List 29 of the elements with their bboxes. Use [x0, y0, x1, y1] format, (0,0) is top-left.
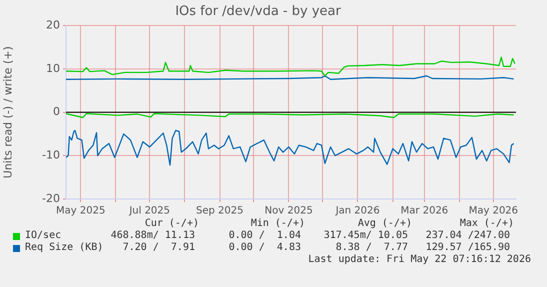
- chart-title: IOs for /dev/vda - by year: [175, 4, 342, 20]
- y-tick-label: 0: [53, 105, 60, 118]
- text: 237.04 /247.00: [426, 230, 510, 242]
- text: 468.88m/ 11.13: [110, 230, 195, 242]
- text: Cur (-/+): [144, 218, 199, 230]
- y-axis-title: Units read (-) / write (+): [1, 46, 14, 178]
- text: 0.00 / 4.83: [228, 242, 301, 254]
- x-tick-label: May 2026: [468, 206, 518, 217]
- x-tick-label: Mar 2026: [400, 206, 448, 217]
- text: 129.57 /165.90: [426, 242, 510, 254]
- legend-label: IO/sec: [25, 230, 62, 242]
- x-tick-label: Sep 2025: [196, 206, 244, 217]
- text: Last update: Fri May 22 07:16:12 2026: [308, 254, 531, 266]
- text: Min (-/+): [250, 218, 305, 230]
- y-tick-label: -20: [42, 192, 60, 205]
- x-tick-label: Nov 2025: [264, 206, 313, 217]
- legend-label: Req Size (KB): [25, 242, 104, 254]
- y-tick-label: 20: [46, 18, 60, 32]
- y-tick-label: -10: [42, 148, 60, 162]
- x-tick-label: May 2025: [56, 206, 106, 217]
- text: 7.20 / 7.91: [122, 242, 195, 254]
- text: 0.00 / 1.04: [228, 230, 301, 242]
- text: 8.38 / 7.77: [336, 242, 408, 254]
- text: Max (-/+): [460, 218, 514, 230]
- text: Avg (-/+): [358, 218, 412, 230]
- y-tick-label: 10: [46, 62, 60, 75]
- text: 317.45m/ 10.05: [324, 230, 408, 242]
- x-tick-label: Jan 2026: [334, 206, 380, 217]
- x-tick-label: Jul 2025: [128, 206, 170, 217]
